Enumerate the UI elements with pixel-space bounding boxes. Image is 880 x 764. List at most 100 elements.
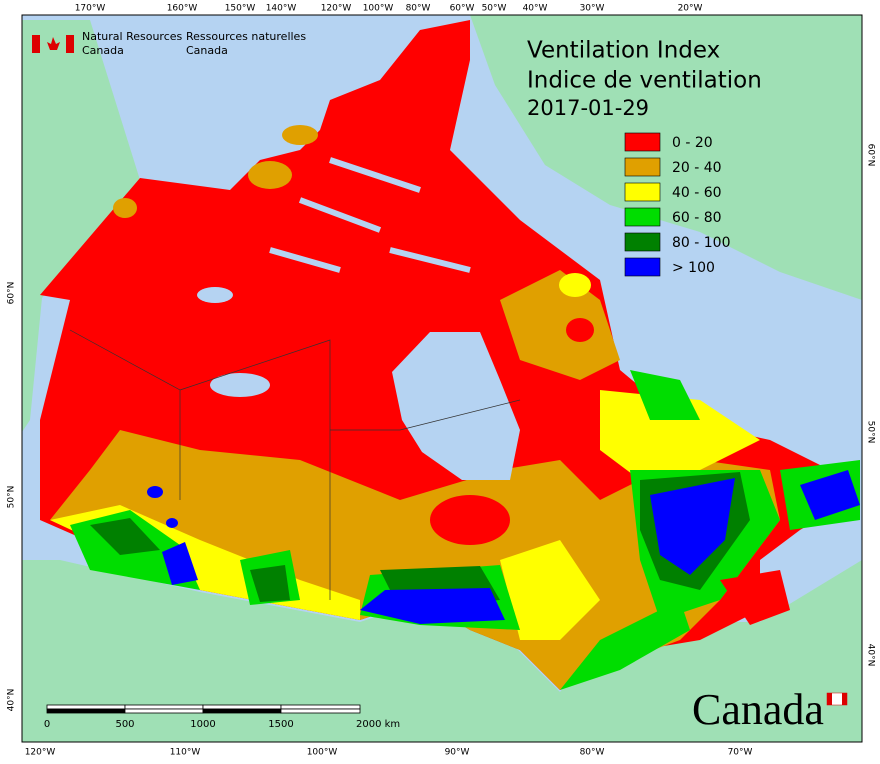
legend-swatch [624,257,661,277]
index-zone [630,370,700,420]
scale-segment [280,708,361,714]
united-states [22,560,862,742]
scale-segment [202,708,282,714]
map-body: 0 - 20 20 - 40 40 - 60 60 - 80 80 - 100 > 100 [22,15,862,742]
longitude-label: 60°W [450,4,475,14]
legend-label: 40 - 60 [672,185,722,201]
wordmark-flag [842,693,847,705]
longitude-label: 160°W [167,4,198,14]
arctic-channels [269,157,471,273]
index-zone [800,470,860,520]
latitude-label: 40°N [866,644,876,667]
index-zone [500,540,600,640]
scale-segment [280,704,361,710]
legend-label: > 100 [672,260,715,276]
wordmark-text: Canada [692,685,824,734]
latitude-label: 60°N [866,144,876,167]
scale-label: 1500 [268,719,293,730]
title: Ventilation Index [527,38,720,64]
latitude-label: 40°N [7,689,17,712]
legend-label: 60 - 80 [672,210,722,226]
provincial-borders [69,329,521,600]
index-zone [162,542,198,585]
longitude-label: 40°W [523,4,548,14]
greenland [470,15,862,300]
alaska [22,20,140,432]
scale-segment [124,704,204,710]
agency-text: Natural Resources [82,30,183,43]
longitude-label: 150°W [225,4,256,14]
legend-label: 80 - 100 [672,235,731,251]
agency-signature: Natural Resources Canada Ressources natu… [32,30,306,57]
scale-bar: 0 500 1000 1500 2000 km [44,704,400,730]
great-bear-lake [197,287,233,303]
title: Indice de ventilation [527,68,762,94]
scale-segment [202,704,282,710]
longitude-label: 70°W [728,748,753,758]
index-zone [600,390,760,480]
flag-bar [66,35,74,53]
index-zone [90,518,160,555]
index-zone [530,405,600,455]
legend-swatch [624,182,661,202]
legend: 0 - 20 20 - 40 40 - 60 60 - 80 80 - 100 > 100 [624,132,731,277]
legend-label: 20 - 40 [672,160,722,176]
latitude-label: 60°N [7,282,17,305]
index-zone [166,518,178,528]
index-zone [650,478,735,575]
wordmark-flag [827,693,832,705]
longitude-label: 110°W [170,748,201,758]
maple-leaf [47,37,60,50]
longitude-label: 170°W [75,4,106,14]
latitude-label: 50°N [7,486,17,509]
scale-segment [124,708,204,714]
map-frame [21,14,863,743]
agency-text: Canada [186,44,228,57]
agency-text: Canada [82,44,124,57]
index-zone [560,600,690,690]
longitude-label: 80°W [580,748,605,758]
index-zone [559,273,591,297]
scale-segment [46,708,126,714]
longitude-label: 120°W [25,748,56,758]
agency-text: Ressources naturelles [186,30,306,43]
scale-label: 500 [115,719,134,730]
wordmark: Canada [692,685,848,734]
flag-bar [32,35,40,53]
index-zone [360,588,505,624]
longitude-label: 140°W [266,4,297,14]
legend-swatch [624,232,661,252]
scale-segment [46,704,126,710]
longitude-label: 30°W [580,4,605,14]
index-zone [430,495,510,545]
hudson-bay [392,332,520,480]
graticule-labels: 170°W 160°W 150°W 140°W 120°W 100°W 80°W 60°W 50… [7,4,876,758]
index-zone [248,161,292,189]
longitude-label: 90°W [445,748,470,758]
index-zone [147,486,163,498]
scale-label: 1000 [190,719,215,730]
longitude-label: 100°W [363,4,394,14]
longitude-label: 80°W [406,4,431,14]
legend-swatch [624,207,661,227]
index-zone [500,270,620,380]
scale-label: 0 [44,719,50,730]
legend-label: 0 - 20 [672,135,713,151]
index-zone [566,318,594,342]
index-zone [720,570,790,625]
index-zone [113,198,137,218]
index-zone [250,565,290,602]
date: 2017-01-29 [527,96,649,120]
longitude-label: 50°W [482,4,507,14]
index-zone [50,430,780,690]
legend-swatch [624,132,661,152]
latitude-label: 50°N [866,421,876,444]
legend-swatch [624,157,661,177]
longitude-label: 100°W [307,748,338,758]
great-slave-lake [210,373,270,397]
scale-label: 2000 km [356,719,400,730]
longitude-label: 20°W [678,4,703,14]
longitude-label: 120°W [321,4,352,14]
index-zone [282,125,318,145]
